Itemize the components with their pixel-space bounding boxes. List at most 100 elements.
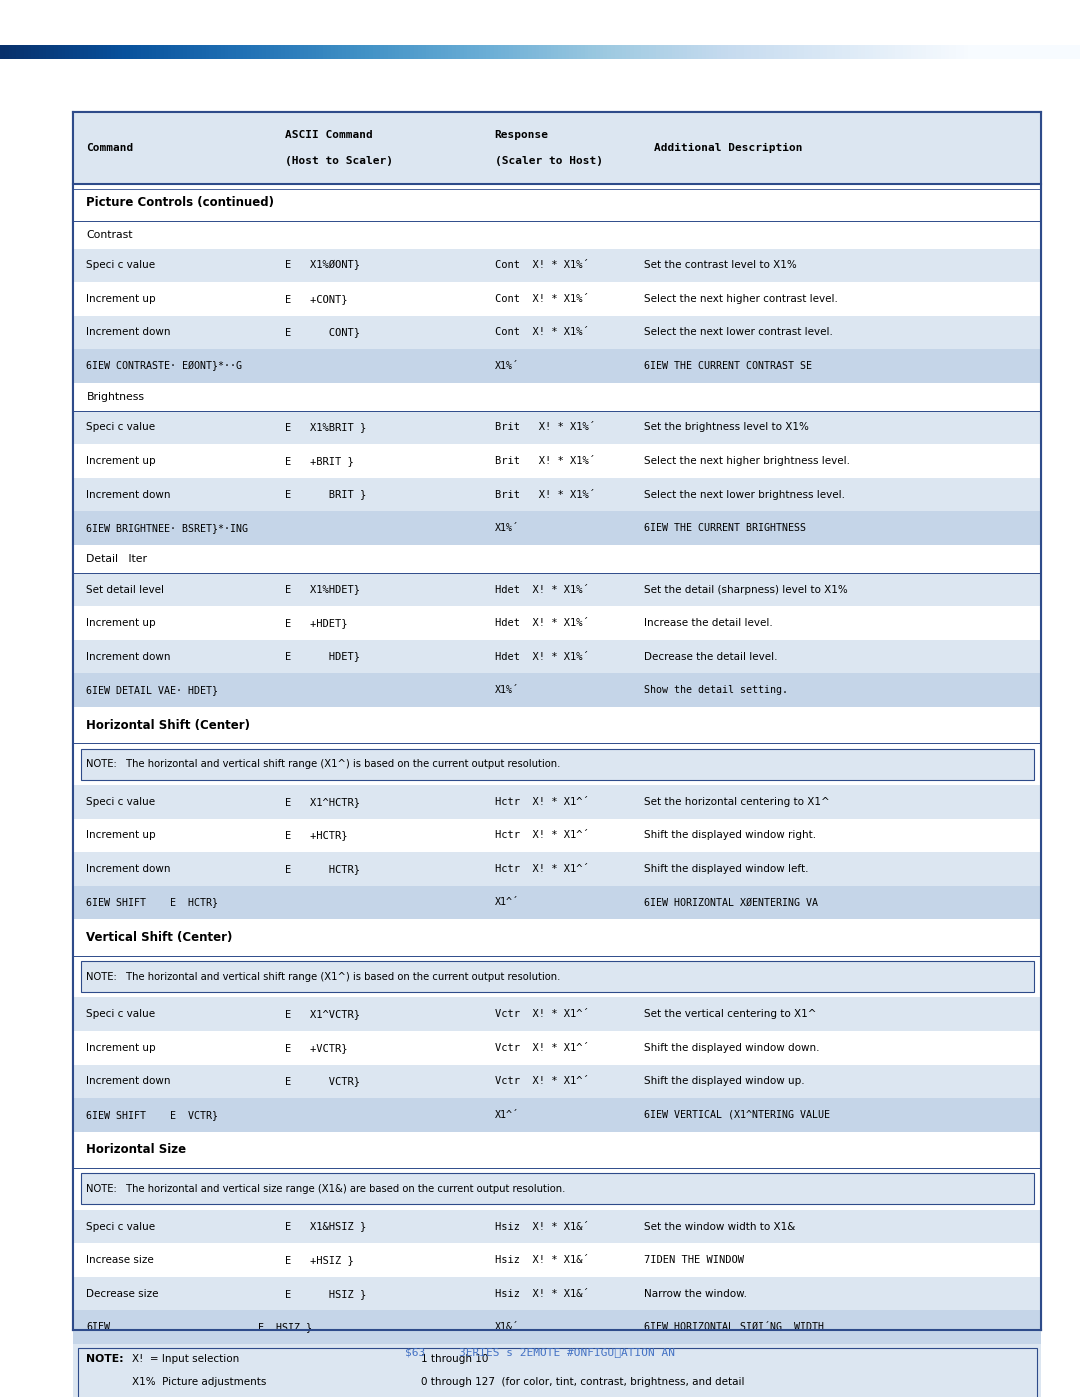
Bar — [81, 1173, 1034, 1204]
Text: E      HSIZ }: E HSIZ } — [285, 1288, 366, 1299]
Text: Select the next lower brightness level.: Select the next lower brightness level. — [644, 489, 845, 500]
Text: Hdet  X! * X1%´: Hdet X! * X1%´ — [495, 617, 589, 629]
Text: Increment up: Increment up — [86, 1042, 156, 1053]
Bar — [73, 478, 1041, 511]
Text: 6IEW DETAIL VAE· HDET}: 6IEW DETAIL VAE· HDET} — [86, 685, 218, 696]
Bar — [73, 1132, 1041, 1168]
Text: X1%  Picture adjustments: X1% Picture adjustments — [132, 1376, 266, 1387]
Text: Select the next higher brightness level.: Select the next higher brightness level. — [644, 455, 850, 467]
Text: Increment down: Increment down — [86, 1076, 171, 1087]
Text: Set detail level: Set detail level — [86, 584, 164, 595]
Bar — [73, 112, 1041, 1330]
Text: NOTE:   The horizontal and vertical shift range (X1^) is based on the current ou: NOTE: The horizontal and vertical shift … — [86, 971, 561, 982]
Text: 7IDEN THE WINDOW: 7IDEN THE WINDOW — [644, 1255, 744, 1266]
Bar — [73, 1168, 1041, 1210]
Text: Hdet  X! * X1%´: Hdet X! * X1%´ — [495, 584, 589, 595]
Text: E   +CONT}: E +CONT} — [285, 293, 348, 305]
Text: Horizontal Size: Horizontal Size — [86, 1143, 187, 1157]
Text: Picture Controls (continued): Picture Controls (continued) — [86, 196, 274, 210]
Text: Brightness: Brightness — [86, 391, 145, 402]
Bar — [73, 184, 1041, 221]
Bar — [73, 707, 1041, 743]
Text: E      HCTR}: E HCTR} — [285, 863, 360, 875]
Text: Set the contrast level to X1%: Set the contrast level to X1% — [644, 260, 796, 271]
Text: E   +HSIZ }: E +HSIZ } — [285, 1255, 354, 1266]
Text: Vctr  X! * X1^´: Vctr X! * X1^´ — [495, 1076, 589, 1087]
Text: E   X1^HCTR}: E X1^HCTR} — [285, 796, 360, 807]
Bar — [73, 640, 1041, 673]
Bar — [73, 673, 1041, 707]
Bar — [73, 249, 1041, 282]
Text: Speci c value: Speci c value — [86, 1009, 156, 1020]
Text: Increment down: Increment down — [86, 327, 171, 338]
Text: Horizontal Shift (Center): Horizontal Shift (Center) — [86, 718, 251, 732]
Text: Brit   X! * X1%´: Brit X! * X1%´ — [495, 455, 595, 467]
Bar — [73, 444, 1041, 478]
Bar — [73, 919, 1041, 956]
Text: 6IEW HORIZONTAL XØENTERING VA: 6IEW HORIZONTAL XØENTERING VA — [644, 897, 818, 908]
Bar — [73, 1344, 1041, 1397]
Text: Cont  X! * X1%´: Cont X! * X1%´ — [495, 293, 589, 305]
Text: Hdet  X! * X1%´: Hdet X! * X1%´ — [495, 651, 589, 662]
Text: 1 through 10: 1 through 10 — [421, 1354, 488, 1365]
Text: 6IEW: 6IEW — [86, 1322, 110, 1333]
Text: Shift the displayed window up.: Shift the displayed window up. — [644, 1076, 805, 1087]
Bar — [81, 961, 1034, 992]
Text: Hctr  X! * X1^´: Hctr X! * X1^´ — [495, 863, 589, 875]
Text: E      CONT}: E CONT} — [285, 327, 360, 338]
Text: E      VCTR}: E VCTR} — [285, 1076, 360, 1087]
Text: Shift the displayed window left.: Shift the displayed window left. — [644, 863, 808, 875]
Text: Speci c value: Speci c value — [86, 260, 156, 271]
Bar — [73, 852, 1041, 886]
Text: Vertical Shift (Center): Vertical Shift (Center) — [86, 930, 233, 944]
Bar — [73, 545, 1041, 573]
Text: Increment up: Increment up — [86, 455, 156, 467]
Text: Narrow the window.: Narrow the window. — [644, 1288, 746, 1299]
Text: E   +HDET}: E +HDET} — [285, 617, 348, 629]
Text: Show the detail setting.: Show the detail setting. — [644, 685, 787, 696]
Bar — [73, 112, 1041, 184]
Text: Detail   lter: Detail lter — [86, 553, 147, 564]
Text: Response: Response — [495, 130, 549, 140]
Text: Shift the displayed window down.: Shift the displayed window down. — [644, 1042, 820, 1053]
Text: 6IEW THE CURRENT BRIGHTNESS: 6IEW THE CURRENT BRIGHTNESS — [644, 522, 806, 534]
Text: 6IEW VERTICAL (X1^NTERING VALUE: 6IEW VERTICAL (X1^NTERING VALUE — [644, 1109, 829, 1120]
Bar — [73, 886, 1041, 919]
Text: 6IEW BRIGHTNEE· BSRET}*·ING: 6IEW BRIGHTNEE· BSRET}*·ING — [86, 522, 248, 534]
Text: Vctr  X! * X1^´: Vctr X! * X1^´ — [495, 1042, 589, 1053]
Text: E   X1^VCTR}: E X1^VCTR} — [285, 1009, 360, 1020]
Bar — [73, 1310, 1041, 1344]
Text: Increment down: Increment down — [86, 489, 171, 500]
Text: Additional Description: Additional Description — [654, 142, 804, 154]
Text: E      BRIT }: E BRIT } — [285, 489, 366, 500]
Text: Hctr  X! * X1^´: Hctr X! * X1^´ — [495, 830, 589, 841]
Text: Hctr  X! * X1^´: Hctr X! * X1^´ — [495, 796, 589, 807]
Text: Vctr  X! * X1^´: Vctr X! * X1^´ — [495, 1009, 589, 1020]
Bar — [73, 573, 1041, 606]
Text: Cont  X! * X1%´: Cont X! * X1%´ — [495, 327, 589, 338]
Text: E   +HCTR}: E +HCTR} — [285, 830, 348, 841]
Text: Brit   X! * X1%´: Brit X! * X1%´ — [495, 489, 595, 500]
Text: Decrease the detail level.: Decrease the detail level. — [644, 651, 778, 662]
Text: ASCII Command: ASCII Command — [285, 130, 373, 140]
Text: X1%´: X1%´ — [495, 522, 518, 534]
Text: 6IEW SHIFT    E  HCTR}: 6IEW SHIFT E HCTR} — [86, 897, 218, 908]
Text: Increment down: Increment down — [86, 863, 171, 875]
Text: Select the next higher contrast level.: Select the next higher contrast level. — [644, 293, 838, 305]
Bar — [73, 956, 1041, 997]
Bar — [73, 282, 1041, 316]
Bar — [73, 112, 1041, 184]
Bar — [73, 606, 1041, 640]
Text: Speci c value: Speci c value — [86, 1221, 156, 1232]
Text: Increase size: Increase size — [86, 1255, 154, 1266]
Text: X1%´: X1%´ — [495, 360, 518, 372]
Text: Set the vertical centering to X1^: Set the vertical centering to X1^ — [644, 1009, 816, 1020]
Bar — [73, 316, 1041, 349]
Bar — [73, 1031, 1041, 1065]
Text: $63     3ERIES s 2EMOTE #ONFIGUฤATION AN: $63 3ERIES s 2EMOTE #ONFIGUฤATION AN — [405, 1347, 675, 1358]
Text: X1&´: X1&´ — [495, 1322, 518, 1333]
Text: X1%´: X1%´ — [495, 685, 518, 696]
Text: Increment up: Increment up — [86, 293, 156, 305]
Text: Speci c value: Speci c value — [86, 796, 156, 807]
Text: E   +VCTR}: E +VCTR} — [285, 1042, 348, 1053]
